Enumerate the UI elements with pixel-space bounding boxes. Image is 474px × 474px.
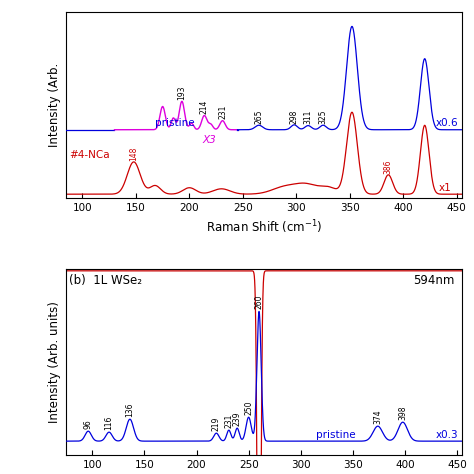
- Text: x0.6: x0.6: [436, 118, 458, 128]
- Text: x1: x1: [438, 183, 451, 193]
- Text: 374: 374: [374, 410, 383, 424]
- Text: 386: 386: [384, 159, 393, 173]
- Y-axis label: Intensity (Arb.: Intensity (Arb.: [48, 63, 61, 147]
- Text: 311: 311: [304, 110, 313, 124]
- Y-axis label: Intensity (Arb. units): Intensity (Arb. units): [48, 301, 61, 423]
- Text: 148: 148: [129, 146, 138, 161]
- Text: 250: 250: [244, 401, 253, 415]
- Text: 96: 96: [84, 419, 93, 429]
- Text: X3: X3: [202, 135, 216, 145]
- Text: 325: 325: [319, 109, 328, 124]
- Text: 398: 398: [398, 406, 407, 420]
- Text: 265: 265: [255, 109, 264, 124]
- Text: 594nm: 594nm: [413, 274, 455, 287]
- Text: 219: 219: [212, 417, 221, 431]
- Text: 214: 214: [200, 100, 209, 114]
- Text: 116: 116: [105, 416, 114, 430]
- Text: 231: 231: [224, 414, 233, 428]
- Text: 298: 298: [290, 109, 299, 124]
- Text: pristine: pristine: [155, 118, 195, 128]
- Text: 136: 136: [126, 403, 135, 417]
- Text: 239: 239: [233, 412, 242, 426]
- X-axis label: Raman Shift (cm$^{-1}$): Raman Shift (cm$^{-1}$): [206, 219, 322, 236]
- Text: (b)  1L WSe₂: (b) 1L WSe₂: [70, 274, 143, 287]
- Text: 193: 193: [177, 85, 186, 100]
- Text: pristine: pristine: [316, 430, 356, 440]
- Text: #4-NCa: #4-NCa: [70, 150, 110, 160]
- Text: 260: 260: [255, 295, 264, 310]
- Text: x0.3: x0.3: [436, 430, 459, 440]
- Text: 231: 231: [218, 105, 227, 119]
